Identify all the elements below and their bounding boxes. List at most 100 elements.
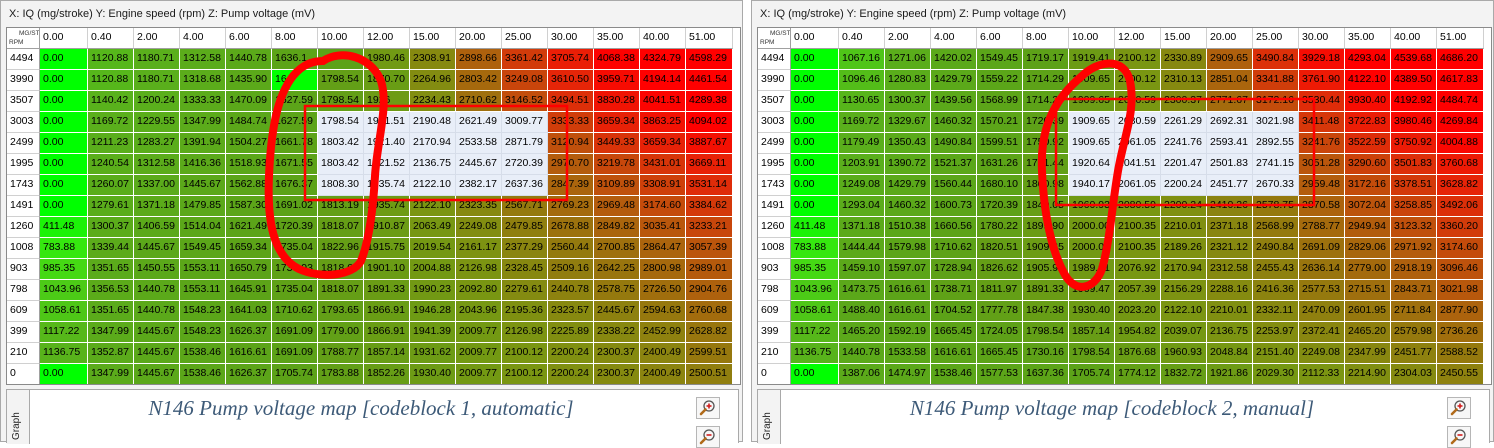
- table-cell[interactable]: 1333.33: [180, 91, 226, 112]
- table-cell[interactable]: 3308.91: [640, 175, 686, 196]
- table-cell[interactable]: 2371.18: [1207, 217, 1253, 238]
- table-cell[interactable]: 4094.02: [686, 112, 733, 133]
- row-header[interactable]: 399: [758, 322, 791, 343]
- table-cell[interactable]: 2400.49: [640, 364, 686, 384]
- table-cell[interactable]: 2450.55: [1437, 364, 1484, 384]
- table-cell[interactable]: 1909.65: [1023, 238, 1069, 259]
- table-cell[interactable]: 2004.88: [410, 259, 456, 280]
- table-cell[interactable]: 0.00: [791, 70, 839, 91]
- table-cell[interactable]: 2445.67: [456, 154, 502, 175]
- table-cell[interactable]: 1616.61: [226, 343, 272, 364]
- table-cell[interactable]: 1390.72: [885, 154, 931, 175]
- table-cell[interactable]: 1710.62: [931, 238, 977, 259]
- column-header[interactable]: 8.00: [272, 28, 318, 49]
- table-cell[interactable]: 3241.76: [1299, 133, 1345, 154]
- table-cell[interactable]: 3490.84: [1253, 49, 1299, 70]
- table-cell[interactable]: 1920.64: [1069, 154, 1115, 175]
- table-cell[interactable]: 4068.38: [594, 49, 640, 70]
- table-cell[interactable]: 783.88: [791, 238, 839, 259]
- table-cell[interactable]: 1783.88: [318, 364, 364, 384]
- table-cell[interactable]: 1339.44: [88, 238, 134, 259]
- table-cell[interactable]: 1798.54: [318, 112, 364, 133]
- table-cell[interactable]: 16: [272, 70, 318, 91]
- table-cell[interactable]: 2170.94: [410, 133, 456, 154]
- table-cell[interactable]: 2829.06: [1345, 238, 1391, 259]
- column-header[interactable]: 12.00: [1115, 28, 1161, 49]
- table-cell[interactable]: 1777.78: [977, 301, 1023, 322]
- table-cell[interactable]: 2063.49: [410, 217, 456, 238]
- table-cell[interactable]: 1781.44: [1023, 154, 1069, 175]
- table-cell[interactable]: 1203.91: [839, 154, 885, 175]
- table-cell[interactable]: 3174.60: [640, 196, 686, 217]
- table-cell[interactable]: 1347.99: [88, 364, 134, 384]
- table-cell[interactable]: 1510.38: [885, 217, 931, 238]
- table-cell[interactable]: 1621.49: [226, 217, 272, 238]
- table-cell[interactable]: 3411.48: [1299, 112, 1345, 133]
- table-cell[interactable]: 1866.91: [364, 301, 410, 322]
- column-header[interactable]: 4.00: [180, 28, 226, 49]
- table-cell[interactable]: 2601.95: [1345, 301, 1391, 322]
- table-cell[interactable]: 2788.77: [1299, 217, 1345, 238]
- table-cell[interactable]: 1980.46: [364, 49, 410, 70]
- column-header[interactable]: 40.00: [640, 28, 686, 49]
- table-cell[interactable]: 1876.68: [1115, 343, 1161, 364]
- table-cell[interactable]: 1130.65: [839, 91, 885, 112]
- table-cell[interactable]: 2692.31: [1207, 112, 1253, 133]
- table-cell[interactable]: 2578.75: [1253, 196, 1299, 217]
- table-cell[interactable]: 783.88: [40, 238, 88, 259]
- table-cell[interactable]: 2241.76: [1161, 133, 1207, 154]
- table-cell[interactable]: 1406.59: [134, 217, 180, 238]
- row-header[interactable]: 1743: [7, 175, 40, 196]
- table-cell[interactable]: 1473.75: [839, 280, 885, 301]
- table-cell[interactable]: 1660.56: [931, 217, 977, 238]
- table-cell[interactable]: 1043.96: [791, 280, 839, 301]
- table-cell[interactable]: 2560.44: [548, 238, 594, 259]
- table-cell[interactable]: 1600.73: [931, 196, 977, 217]
- table-cell[interactable]: 411.48: [40, 217, 88, 238]
- table-cell[interactable]: 2122.10: [1161, 301, 1207, 322]
- row-header[interactable]: 210: [7, 343, 40, 364]
- table-cell[interactable]: 1300.37: [88, 217, 134, 238]
- table-cell[interactable]: 2100.12: [502, 343, 548, 364]
- table-cell[interactable]: 4194.14: [640, 70, 686, 91]
- table-cell[interactable]: 1445.67: [134, 364, 180, 384]
- table-cell[interactable]: 2019.54: [410, 238, 456, 259]
- table-cell[interactable]: 1169.72: [839, 112, 885, 133]
- table-cell[interactable]: 1840.05: [1023, 196, 1069, 217]
- row-header[interactable]: 1008: [758, 238, 791, 259]
- table-cell[interactable]: 2249.08: [1299, 343, 1345, 364]
- table-cell[interactable]: 1211.23: [88, 133, 134, 154]
- table-cell[interactable]: 1960.93: [1161, 343, 1207, 364]
- table-cell[interactable]: 2210.01: [1161, 217, 1207, 238]
- column-header[interactable]: 2.00: [885, 28, 931, 49]
- table-cell[interactable]: 1616.61: [885, 280, 931, 301]
- column-header[interactable]: 0.40: [88, 28, 134, 49]
- table-cell[interactable]: 1416.36: [180, 154, 226, 175]
- table-cell[interactable]: 0.00: [791, 364, 839, 384]
- table-cell[interactable]: 2949.94: [1345, 217, 1391, 238]
- table-cell[interactable]: 2161.17: [456, 238, 502, 259]
- table-cell[interactable]: 2321.12: [1207, 238, 1253, 259]
- table-cell[interactable]: 3705.74: [548, 49, 594, 70]
- table-cell[interactable]: 2100.12: [502, 364, 548, 384]
- table-cell[interactable]: 2455.43: [1253, 259, 1299, 280]
- table-cell[interactable]: 1720.39: [272, 217, 318, 238]
- table-cell[interactable]: 1460.32: [885, 196, 931, 217]
- table-cell[interactable]: 1459.10: [839, 259, 885, 280]
- table-cell[interactable]: 2500.51: [686, 364, 733, 384]
- table-cell[interactable]: 4461.54: [686, 70, 733, 91]
- table-cell[interactable]: 1260.07: [88, 175, 134, 196]
- table-cell[interactable]: 1435.90: [226, 70, 272, 91]
- table-cell[interactable]: 2156.29: [1161, 280, 1207, 301]
- table-cell[interactable]: 1180.71: [134, 70, 180, 91]
- table-cell[interactable]: 2501.83: [1207, 154, 1253, 175]
- table-cell[interactable]: 1818.07: [318, 259, 364, 280]
- table-cell[interactable]: 2136.75: [410, 154, 456, 175]
- table-cell[interactable]: 1627.59: [272, 91, 318, 112]
- table-cell[interactable]: 2568.99: [1253, 217, 1299, 238]
- table-cell[interactable]: 4041.51: [640, 91, 686, 112]
- table-cell[interactable]: 1780.22: [977, 217, 1023, 238]
- row-header[interactable]: 1491: [7, 196, 40, 217]
- row-header[interactable]: 798: [758, 280, 791, 301]
- table-cell[interactable]: 2509.16: [548, 259, 594, 280]
